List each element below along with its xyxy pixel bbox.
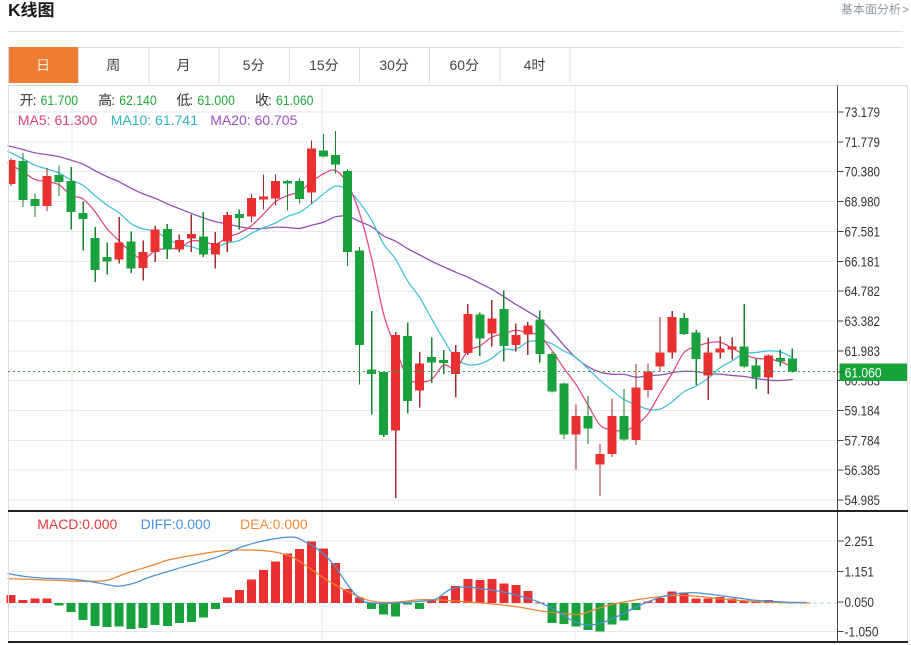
svg-text:30: 30 [379,57,395,73]
svg-text::: : [189,92,193,108]
svg-text::: : [268,92,272,108]
svg-text:70.380: 70.380 [845,164,881,180]
svg-text:MACD:0.000: MACD:0.000 [37,516,117,532]
svg-text:59.184: 59.184 [845,403,881,419]
svg-text:68.980: 68.980 [845,194,881,210]
svg-text:-1.050: -1.050 [845,624,879,640]
svg-text:0.050: 0.050 [845,594,875,610]
svg-text:62.140: 62.140 [119,93,157,108]
svg-text:K: K [8,0,21,20]
svg-text:63.382: 63.382 [845,313,881,329]
svg-text:66.181: 66.181 [845,253,881,269]
svg-text:67.581: 67.581 [845,223,881,239]
svg-text:5: 5 [243,57,251,73]
svg-text:DEA:0.000: DEA:0.000 [240,516,308,532]
svg-text::: : [111,92,115,108]
svg-text:64.782: 64.782 [845,283,881,299]
svg-text:56.385: 56.385 [845,462,881,478]
svg-text:60: 60 [450,57,466,73]
svg-text::: : [33,92,37,108]
svg-text:61.060: 61.060 [276,93,314,108]
svg-text:2.251: 2.251 [845,533,875,549]
svg-text:57.784: 57.784 [845,432,881,448]
svg-text:73.179: 73.179 [845,104,881,120]
svg-text:MA10: 61.741: MA10: 61.741 [111,112,198,128]
svg-text:DIFF:0.000: DIFF:0.000 [141,516,211,532]
svg-text:61.700: 61.700 [41,93,79,108]
svg-text:15: 15 [309,57,325,73]
svg-text:71.779: 71.779 [845,134,881,150]
svg-text:4: 4 [524,57,532,73]
svg-text:MA20: 60.705: MA20: 60.705 [210,112,297,128]
svg-text:MA5: 61.300: MA5: 61.300 [18,112,98,128]
svg-text:61.983: 61.983 [845,343,881,359]
svg-text:54.985: 54.985 [845,492,881,508]
svg-text:61.060: 61.060 [845,365,882,380]
svg-text:1.151: 1.151 [845,563,875,579]
svg-text:61.000: 61.000 [197,93,235,108]
svg-text:>: > [902,3,909,17]
